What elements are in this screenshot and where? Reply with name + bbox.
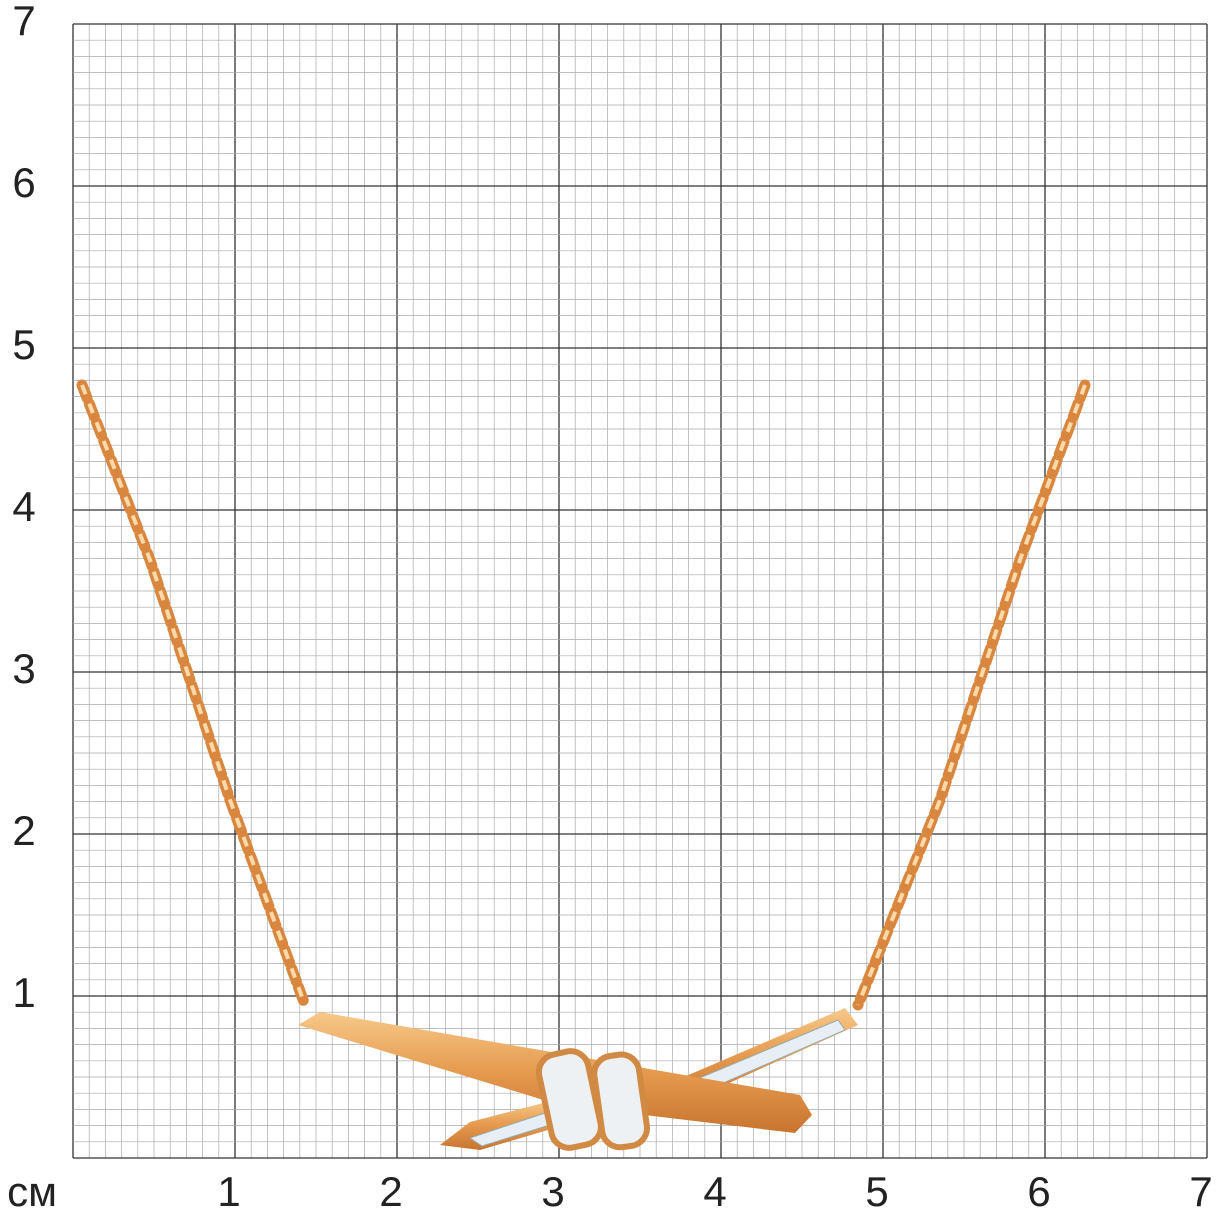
chain-left-shine bbox=[80, 384, 307, 1006]
x-label: 4 bbox=[703, 1168, 726, 1215]
y-label: 7 bbox=[12, 0, 35, 44]
necklace bbox=[76, 379, 1091, 1151]
x-label: 6 bbox=[1027, 1168, 1050, 1215]
y-label: 1 bbox=[12, 969, 35, 1016]
grid bbox=[72, 23, 1208, 1159]
unit-label: см bbox=[7, 1168, 57, 1215]
x-label: 7 bbox=[1189, 1168, 1212, 1215]
x-label: 3 bbox=[541, 1168, 564, 1215]
x-label: 5 bbox=[865, 1168, 888, 1215]
x-label: 2 bbox=[379, 1168, 402, 1215]
chain-right bbox=[852, 379, 1091, 1011]
y-label: 2 bbox=[12, 807, 35, 854]
y-label: 5 bbox=[12, 321, 35, 368]
knot-ring-2 bbox=[591, 1051, 650, 1151]
y-label: 4 bbox=[12, 483, 35, 530]
y-label: 6 bbox=[12, 159, 35, 206]
y-label: 3 bbox=[12, 645, 35, 692]
x-label: 1 bbox=[217, 1168, 240, 1215]
axis-labels: см 1 2 3 4 5 6 7 1 2 3 4 5 6 7 bbox=[7, 0, 1213, 1215]
